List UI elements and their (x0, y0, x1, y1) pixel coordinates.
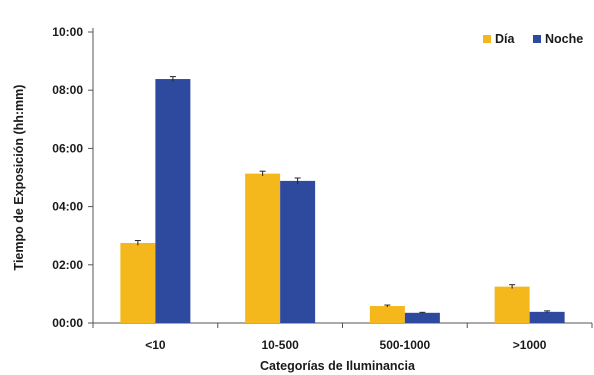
bar-noche-3 (404, 312, 440, 323)
x-axis-title: Categorías de Iluminancia (260, 359, 416, 373)
y-tick-label: 06:00 (52, 141, 83, 155)
x-tick-label: <10 (145, 338, 166, 352)
legend-swatch-noche (533, 35, 541, 43)
y-tick-label: 00:00 (52, 316, 83, 330)
y-tick-label: 04:00 (52, 200, 83, 214)
bar-noche-4 (529, 311, 565, 323)
bar-día-3 (369, 306, 405, 323)
x-tick-label: >1000 (513, 338, 547, 352)
legend-label-día: Día (495, 32, 516, 46)
bar-noche-1 (155, 79, 191, 323)
legend-swatch-día (483, 35, 491, 43)
bar-día-1 (120, 242, 156, 323)
legend-label-noche: Noche (545, 32, 583, 46)
bar-noche-2 (280, 180, 316, 323)
bar-día-2 (245, 173, 281, 323)
bar-día-4 (494, 286, 530, 323)
x-tick-label: 10-500 (261, 338, 299, 352)
x-tick-label: 500-1000 (380, 338, 431, 352)
y-tick-label: 10:00 (52, 25, 83, 39)
y-tick-label: 02:00 (52, 258, 83, 272)
y-tick-label: 08:00 (52, 83, 83, 97)
y-axis-title: Tiempo de Exposición (hh:mm) (12, 85, 26, 271)
